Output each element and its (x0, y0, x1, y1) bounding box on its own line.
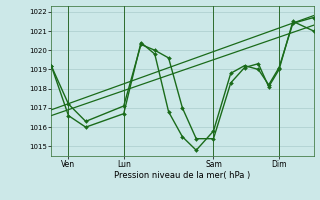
X-axis label: Pression niveau de la mer( hPa ): Pression niveau de la mer( hPa ) (114, 171, 251, 180)
